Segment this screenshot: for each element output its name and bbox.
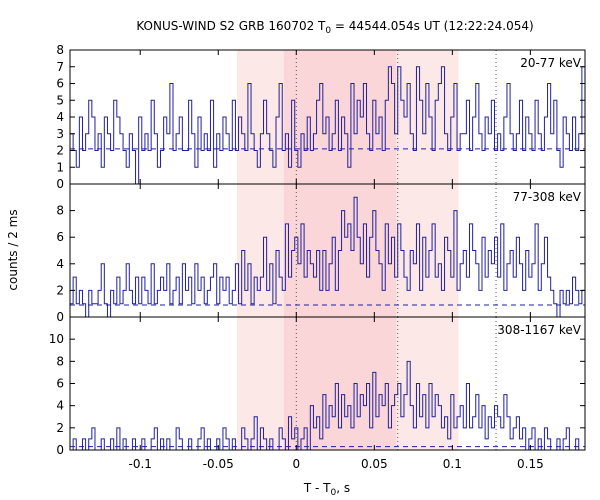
y-tick-label: 6 xyxy=(56,230,64,244)
y-tick-label: 0 xyxy=(56,443,64,457)
chart-title-suffix: = 44544.054s UT (12:22:24.054) xyxy=(331,19,534,33)
y-tick-label: 6 xyxy=(56,77,64,91)
y-tick-label: 6 xyxy=(56,377,64,391)
y-tick-label: 7 xyxy=(56,60,64,74)
y-tick-label: 4 xyxy=(56,257,64,271)
x-axis-label-subscript: 0 xyxy=(331,488,337,498)
chart-title-subscript: 0 xyxy=(325,26,331,36)
light-curve-series xyxy=(70,196,585,317)
energy-band-label: 20-77 keV xyxy=(520,56,582,70)
x-axis-label-prefix: T - T xyxy=(303,481,331,495)
panel-0: 0 1 2 3 4 5 6 7 8 20-77 keV xyxy=(56,43,586,191)
panel-2: 0 2 4 6 8 10 308-1167 keV xyxy=(49,316,586,457)
y-tick-label: 4 xyxy=(56,399,64,413)
y-tick-label: 1 xyxy=(56,160,64,174)
x-axis-label: T - T0, s xyxy=(303,481,350,498)
energy-band-label: 308-1167 keV xyxy=(497,323,581,337)
y-tick-label: 10 xyxy=(49,332,64,346)
y-tick-label: 2 xyxy=(56,283,64,297)
y-axis-label: counts / 2 ms xyxy=(6,209,20,290)
y-tick-label: 4 xyxy=(56,110,64,124)
x-axis-label-suffix: , s xyxy=(336,481,350,495)
x-tick-label: -0.1 xyxy=(129,457,152,471)
y-tick-label: 8 xyxy=(56,204,64,218)
chart-title: KONUS-WIND S2 GRB 160702 T0 = 44544.054s… xyxy=(136,19,533,36)
y-tick-label: 5 xyxy=(56,93,64,107)
y-tick-label: 3 xyxy=(56,127,64,141)
light-curve-series xyxy=(70,66,585,184)
y-tick-label: 0 xyxy=(56,310,64,324)
x-tick-label: 0.15 xyxy=(517,457,544,471)
x-tick-label: 0 xyxy=(292,457,300,471)
energy-band-label: 77-308 keV xyxy=(513,190,582,204)
y-tick-label: 8 xyxy=(56,354,64,368)
x-tick-label: 0.1 xyxy=(443,457,462,471)
x-tick-label: 0.05 xyxy=(361,457,388,471)
chart-title-prefix: KONUS-WIND S2 GRB 160702 T xyxy=(136,19,326,33)
x-tick-label: -0.05 xyxy=(203,457,234,471)
y-tick-label: 0 xyxy=(56,177,64,191)
y-tick-label: 2 xyxy=(56,421,64,435)
light-curve-series xyxy=(70,360,585,450)
y-tick-label: 8 xyxy=(56,43,64,57)
y-tick-label: 2 xyxy=(56,144,64,158)
